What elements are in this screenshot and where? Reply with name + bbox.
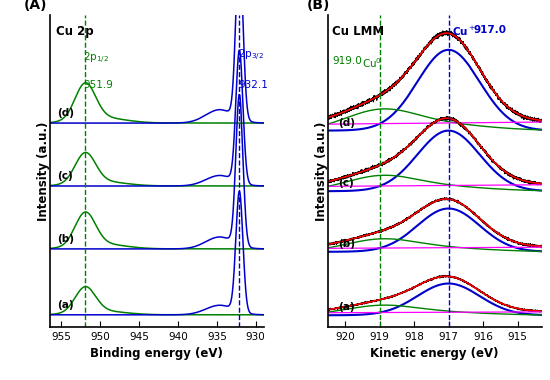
Text: 917.0: 917.0 (473, 25, 506, 35)
Y-axis label: Intensity (a.u.): Intensity (a.u.) (36, 121, 50, 221)
Text: (A): (A) (24, 0, 47, 12)
Text: 919.0: 919.0 (332, 56, 362, 66)
Text: $\mathregular{2p_{3/2}}$: $\mathregular{2p_{3/2}}$ (238, 48, 264, 63)
Text: Cu$^0$: Cu$^0$ (362, 56, 382, 70)
Text: Cu$^+$: Cu$^+$ (452, 25, 476, 38)
Text: (b): (b) (57, 234, 74, 244)
Text: (B): (B) (306, 0, 329, 12)
Text: (a): (a) (57, 300, 74, 310)
X-axis label: Kinetic energy (eV): Kinetic energy (eV) (371, 347, 499, 360)
Text: $\mathregular{2p_{1/2}}$: $\mathregular{2p_{1/2}}$ (83, 51, 109, 66)
X-axis label: Binding energy (eV): Binding energy (eV) (90, 347, 223, 360)
Text: (c): (c) (57, 171, 73, 181)
Text: (b): (b) (338, 239, 355, 249)
Text: (c): (c) (338, 178, 354, 188)
Text: Cu 2p: Cu 2p (56, 25, 94, 38)
Text: (d): (d) (57, 108, 74, 118)
Text: 932.1: 932.1 (238, 80, 268, 90)
Y-axis label: Intensity (a.u.): Intensity (a.u.) (315, 121, 328, 221)
Text: (d): (d) (338, 118, 355, 128)
Text: Cu LMM: Cu LMM (332, 25, 384, 38)
Text: (a): (a) (338, 302, 355, 312)
Text: 951.9: 951.9 (83, 80, 113, 90)
